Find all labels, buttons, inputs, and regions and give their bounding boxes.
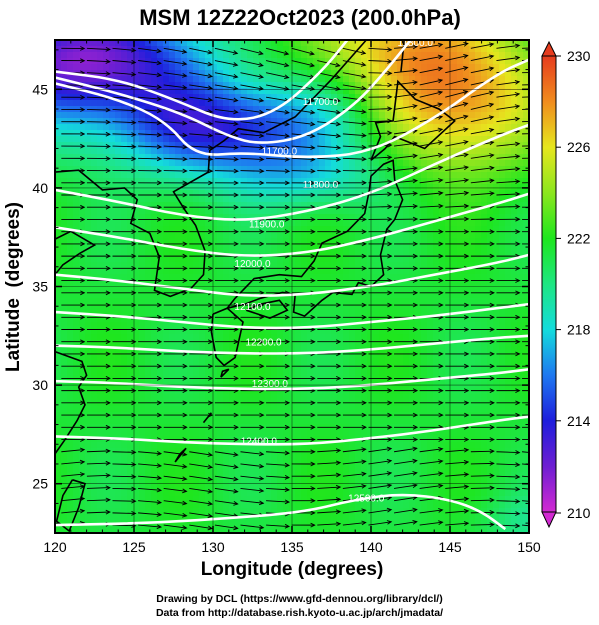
plot-area: 11700.0 11800.0 11900.0 11700.0 11800.0 11900… xyxy=(55,28,529,533)
coastline-segment xyxy=(400,40,405,72)
y-tick-label: 30 xyxy=(32,377,48,393)
colorbar-tick-label: 226 xyxy=(567,139,591,155)
y-axis: 25 30 35 40 45 xyxy=(32,49,529,524)
contour-line xyxy=(55,302,529,330)
coastline-segment xyxy=(55,350,88,456)
colorbar-tick-label: 214 xyxy=(567,413,591,429)
colorbar-body xyxy=(541,55,557,513)
colorbar-tick-label: 230 xyxy=(567,48,591,64)
coastlines xyxy=(55,40,456,533)
coastline-segment xyxy=(220,368,230,378)
x-axis: 120 125 130 135 140 145 150 xyxy=(43,40,541,555)
y-axis-label: Latitude (degrees) xyxy=(3,202,24,372)
x-tick-label: 130 xyxy=(201,539,225,555)
colorbar-tick-label: 218 xyxy=(567,322,591,338)
contour-label: 11800.0 xyxy=(398,38,434,49)
contour-line xyxy=(55,334,529,355)
coastline-segment xyxy=(226,159,404,318)
contour-label: 12100.0 xyxy=(234,302,271,313)
coastline-segment xyxy=(202,412,213,424)
contour-label: 12000.0 xyxy=(234,259,271,270)
coastline-segment xyxy=(210,307,244,367)
contour-line xyxy=(55,415,529,446)
contour-label: 11700.0 xyxy=(303,97,339,108)
colorbar-tick-label: 210 xyxy=(567,505,591,521)
x-tick-label: 145 xyxy=(438,539,462,555)
coastline-segment xyxy=(245,299,289,319)
coastline-segment xyxy=(55,40,367,298)
colorbar-tick-label: 222 xyxy=(567,230,591,246)
contour-line xyxy=(55,40,349,121)
y-tick-label: 40 xyxy=(32,180,48,196)
contour-labels: 11700.0 11800.0 11900.0 11700.0 11800.0 11900… xyxy=(234,28,522,504)
y-tick-label: 25 xyxy=(32,476,48,492)
contour-line xyxy=(55,58,529,159)
contour-line xyxy=(55,368,529,391)
x-axis-label: Longitude (degrees) xyxy=(201,559,384,580)
gridlines xyxy=(55,40,529,533)
contour-line xyxy=(55,253,529,297)
x-tick-label: 135 xyxy=(280,539,304,555)
colorbar-max-arrow xyxy=(541,40,557,57)
chart-title: MSM 12Z22Oct2023 (200.0hPa) xyxy=(139,5,461,30)
colorbar-ticks: 210 214 218 222 226 230 xyxy=(556,48,591,521)
contour-line xyxy=(55,493,507,531)
contour-label: 12400.0 xyxy=(241,436,278,447)
coastline-segment xyxy=(174,447,187,463)
credit-data: Data from http://database.rish.kyoto-u.a… xyxy=(155,607,444,619)
contour-label: 12300.0 xyxy=(252,379,289,390)
y-tick-label: 45 xyxy=(32,81,48,97)
contour-label: 11900.0 xyxy=(486,28,522,39)
contour-label: 12500.0 xyxy=(348,493,385,504)
contour-line xyxy=(55,192,529,257)
height-contours xyxy=(55,40,529,531)
wind-vectors xyxy=(61,42,529,531)
x-tick-label: 150 xyxy=(517,539,541,555)
contour-line xyxy=(55,123,529,221)
coastline-segment xyxy=(370,79,456,161)
contour-label: 11800.0 xyxy=(303,180,339,191)
x-tick-label: 125 xyxy=(122,539,146,555)
coastline-segment xyxy=(55,230,97,276)
colorbar: 210 214 218 222 226 230 xyxy=(541,40,591,529)
x-tick-label: 120 xyxy=(43,539,67,555)
contour-line xyxy=(55,40,412,144)
colorbar-min-arrow xyxy=(541,511,557,529)
contour-label: 11700.0 xyxy=(262,146,298,157)
y-tick-label: 35 xyxy=(32,279,48,295)
x-tick-label: 140 xyxy=(359,539,383,555)
credit-drawing: Drawing by DCL (https://www.gfd-dennou.o… xyxy=(156,593,443,605)
contour-label: 12200.0 xyxy=(245,338,282,349)
contour-label: 11900.0 xyxy=(249,219,285,230)
